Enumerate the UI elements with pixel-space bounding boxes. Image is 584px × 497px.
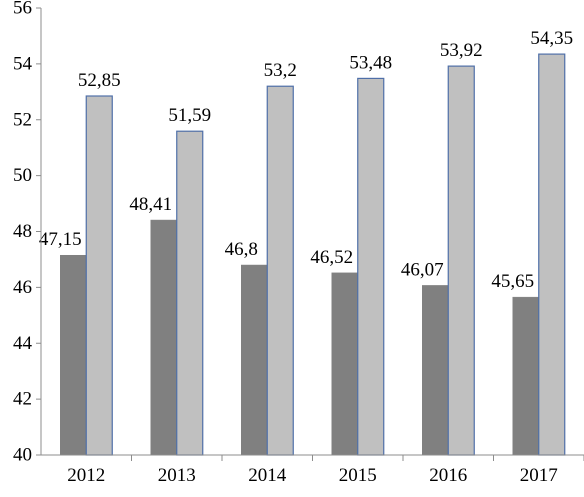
bar-series-2 [176, 130, 204, 456]
bar-series-2 [357, 77, 385, 456]
x-tick-label: 2016 [429, 465, 467, 486]
data-labels: 47,15 52,85 48,41 51,59 46,8 53,2 46,52 53,48 46… [39, 28, 573, 292]
x-axis-ticks: 2012 2013 2014 2015 2016 2017 [67, 455, 584, 486]
y-tick-label: 52 [13, 109, 32, 130]
bar-series-1 [60, 254, 87, 456]
data-label-series-2: 54,35 [530, 28, 573, 49]
bar-series-2 [538, 53, 566, 456]
bar-series-2 [85, 95, 113, 456]
x-tick-label: 2015 [339, 465, 377, 486]
bar-series-1 [150, 219, 177, 456]
data-label-series-2: 53,2 [264, 60, 297, 81]
y-tick-label: 48 [13, 221, 32, 242]
y-tick-label: 40 [13, 445, 32, 466]
data-label-series-1: 46,07 [401, 259, 444, 280]
data-label-series-2: 52,85 [78, 70, 121, 91]
data-label-series-1: 46,52 [310, 247, 353, 268]
bar-series-1 [512, 296, 539, 456]
bar-series-1 [331, 272, 358, 456]
bars [60, 53, 566, 456]
data-label-series-1: 46,8 [225, 239, 258, 260]
bar-series-2 [447, 65, 475, 456]
y-tick-label: 54 [13, 53, 33, 74]
data-label-series-1: 48,41 [129, 194, 172, 215]
data-label-series-1: 45,65 [491, 271, 534, 292]
data-label-series-2: 51,59 [168, 105, 211, 126]
data-label-series-2: 53,48 [349, 52, 392, 73]
y-tick-label: 42 [13, 389, 32, 410]
data-label-series-1: 47,15 [39, 229, 82, 250]
bar-series-1 [241, 264, 268, 456]
x-tick-label: 2017 [520, 465, 558, 486]
y-axis-ticks: 40 42 44 46 48 50 52 54 56 [13, 0, 41, 466]
y-tick-label: 56 [13, 0, 32, 19]
bar-series-1 [422, 285, 449, 456]
bar-series-2 [266, 85, 294, 456]
y-tick-label: 44 [13, 333, 33, 354]
x-tick-label: 2014 [248, 465, 287, 486]
x-tick-label: 2013 [158, 465, 196, 486]
y-tick-label: 46 [13, 277, 32, 298]
data-label-series-2: 53,92 [440, 40, 483, 61]
y-tick-label: 50 [13, 165, 32, 186]
x-tick-label: 2012 [67, 465, 105, 486]
